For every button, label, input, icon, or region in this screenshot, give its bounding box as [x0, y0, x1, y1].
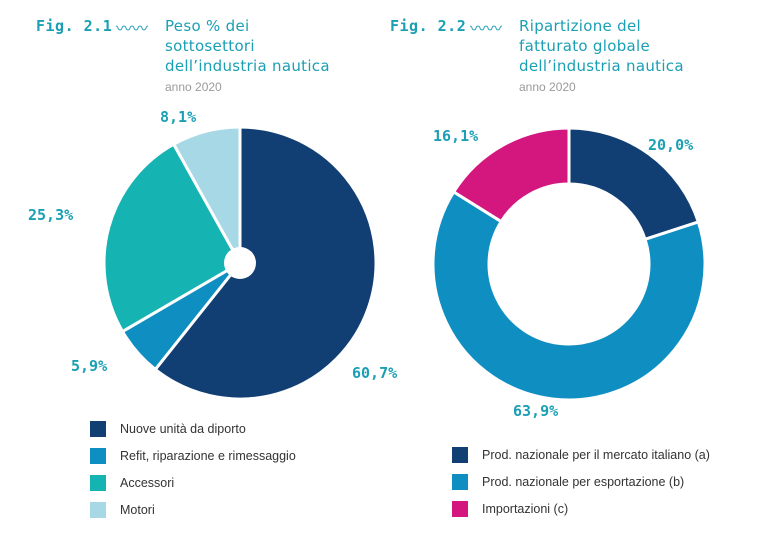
- chart-1: 60,7% 5,9% 25,3% 8,1%: [28, 108, 397, 401]
- chart-1-slice-3: [102, 142, 243, 334]
- legend-1-swatch: [90, 501, 106, 518]
- fig1-title-line-3: dell’industria nautica: [165, 57, 330, 75]
- fig2-legend: Prod. nazionale per il mercato italiano …: [452, 441, 710, 522]
- legend-2-label: Prod. nazionale per il mercato italiano …: [482, 447, 710, 462]
- legend-2-label: Prod. nazionale per esportazione (b): [482, 474, 685, 489]
- chart-1-value-label-2: 5,9%: [71, 357, 107, 375]
- chart-1-slice-4: [171, 125, 242, 269]
- fig2-title-line-2: fatturato globale: [519, 37, 651, 55]
- legend-2-item: Prod. nazionale per il mercato italiano …: [452, 441, 710, 468]
- fig2-title: Ripartizione del fatturato globale dell’…: [519, 16, 684, 76]
- legend-2-item: Importazioni (c): [452, 495, 710, 522]
- legend-1-swatch: [90, 447, 106, 464]
- legend-2-swatch: [452, 473, 468, 490]
- chart-1-value-label-4: 8,1%: [160, 108, 196, 126]
- legend-1-item: Accessori: [90, 469, 296, 496]
- legend-1-swatch: [90, 420, 106, 437]
- legend-1-item: Motori: [90, 496, 296, 523]
- fig1-legend: Nuove unità da diporto Refit, riparazione…: [90, 415, 296, 523]
- legend-2-swatch: [452, 500, 468, 517]
- fig1-label: Fig. 2.1: [36, 17, 113, 35]
- fig2-subtitle: anno 2020: [519, 80, 576, 94]
- chart-2-value-label-3: 16,1%: [433, 127, 478, 145]
- fig1-subtitle: anno 2020: [165, 80, 222, 94]
- fig2-title-line-1: Ripartizione del: [519, 17, 641, 35]
- legend-1-label: Nuove unità da diporto: [120, 421, 246, 436]
- chart-1-value-label-3: 25,3%: [28, 206, 73, 224]
- legend-1-swatch: [90, 474, 106, 491]
- fig1-title: Peso % dei sottosettori dell’industria n…: [165, 16, 330, 76]
- legend-2-item: Prod. nazionale per esportazione (b): [452, 468, 710, 495]
- fig2-title-line-3: dell’industria nautica: [519, 57, 684, 75]
- fig2-wave-icon: 〰〰: [470, 19, 503, 38]
- legend-1-item: Nuove unità da diporto: [90, 415, 296, 442]
- chart-2-slice-3: [451, 126, 571, 224]
- fig1-title-line-2: sottosettori: [165, 37, 255, 55]
- legend-1-label: Refit, riparazione e rimessaggio: [120, 448, 296, 463]
- fig1-wave-icon: 〰〰: [116, 19, 149, 38]
- chart-2-slice-2: [431, 189, 707, 402]
- chart-2-value-label-2: 63,9%: [513, 402, 558, 420]
- fig2-label: Fig. 2.2: [390, 17, 467, 35]
- chart-1-value-label-1: 60,7%: [352, 364, 397, 382]
- legend-2-label: Importazioni (c): [482, 501, 569, 516]
- chart-1-center-hole: [224, 247, 256, 279]
- chart-2-value-label-1: 20,0%: [648, 136, 693, 154]
- fig1-title-line-1: Peso % dei: [165, 17, 250, 35]
- legend-1-label: Accessori: [120, 475, 175, 490]
- chart-1-slice-1: [153, 125, 378, 401]
- legend-1-label: Motori: [120, 502, 155, 517]
- legend-1-item: Refit, riparazione e rimessaggio: [90, 442, 296, 469]
- chart-2: 20,0% 63,9% 16,1%: [431, 126, 707, 420]
- legend-2-swatch: [452, 446, 468, 463]
